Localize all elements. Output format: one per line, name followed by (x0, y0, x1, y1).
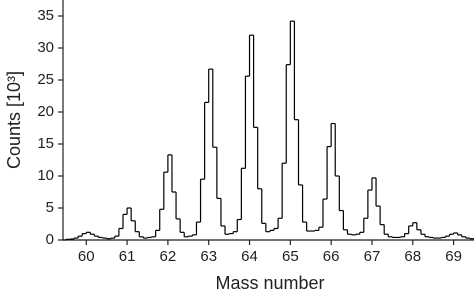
x-tick-label: 61 (119, 248, 136, 265)
y-tick-label: 0 (46, 231, 54, 248)
x-axis-label: Mass number (215, 273, 324, 293)
x-tick-label: 60 (78, 248, 95, 265)
y-tick-label: 5 (46, 199, 54, 216)
y-tick-label: 35 (37, 7, 54, 24)
y-tick-label: 10 (37, 167, 54, 184)
x-tick-label: 69 (445, 248, 462, 265)
x-tick-label: 67 (364, 248, 381, 265)
x-tick-label: 62 (160, 248, 177, 265)
y-tick-label: 15 (37, 135, 54, 152)
y-axis-label: Counts [10³] (4, 71, 24, 169)
x-tick-label: 65 (282, 248, 299, 265)
x-tick-label: 64 (241, 248, 258, 265)
y-tick-label: 30 (37, 39, 54, 56)
y-tick-label: 20 (37, 103, 54, 120)
x-tick-label: 68 (404, 248, 421, 265)
x-tick-label: 63 (200, 248, 217, 265)
y-tick-label: 25 (37, 71, 54, 88)
x-tick-label: 66 (323, 248, 340, 265)
